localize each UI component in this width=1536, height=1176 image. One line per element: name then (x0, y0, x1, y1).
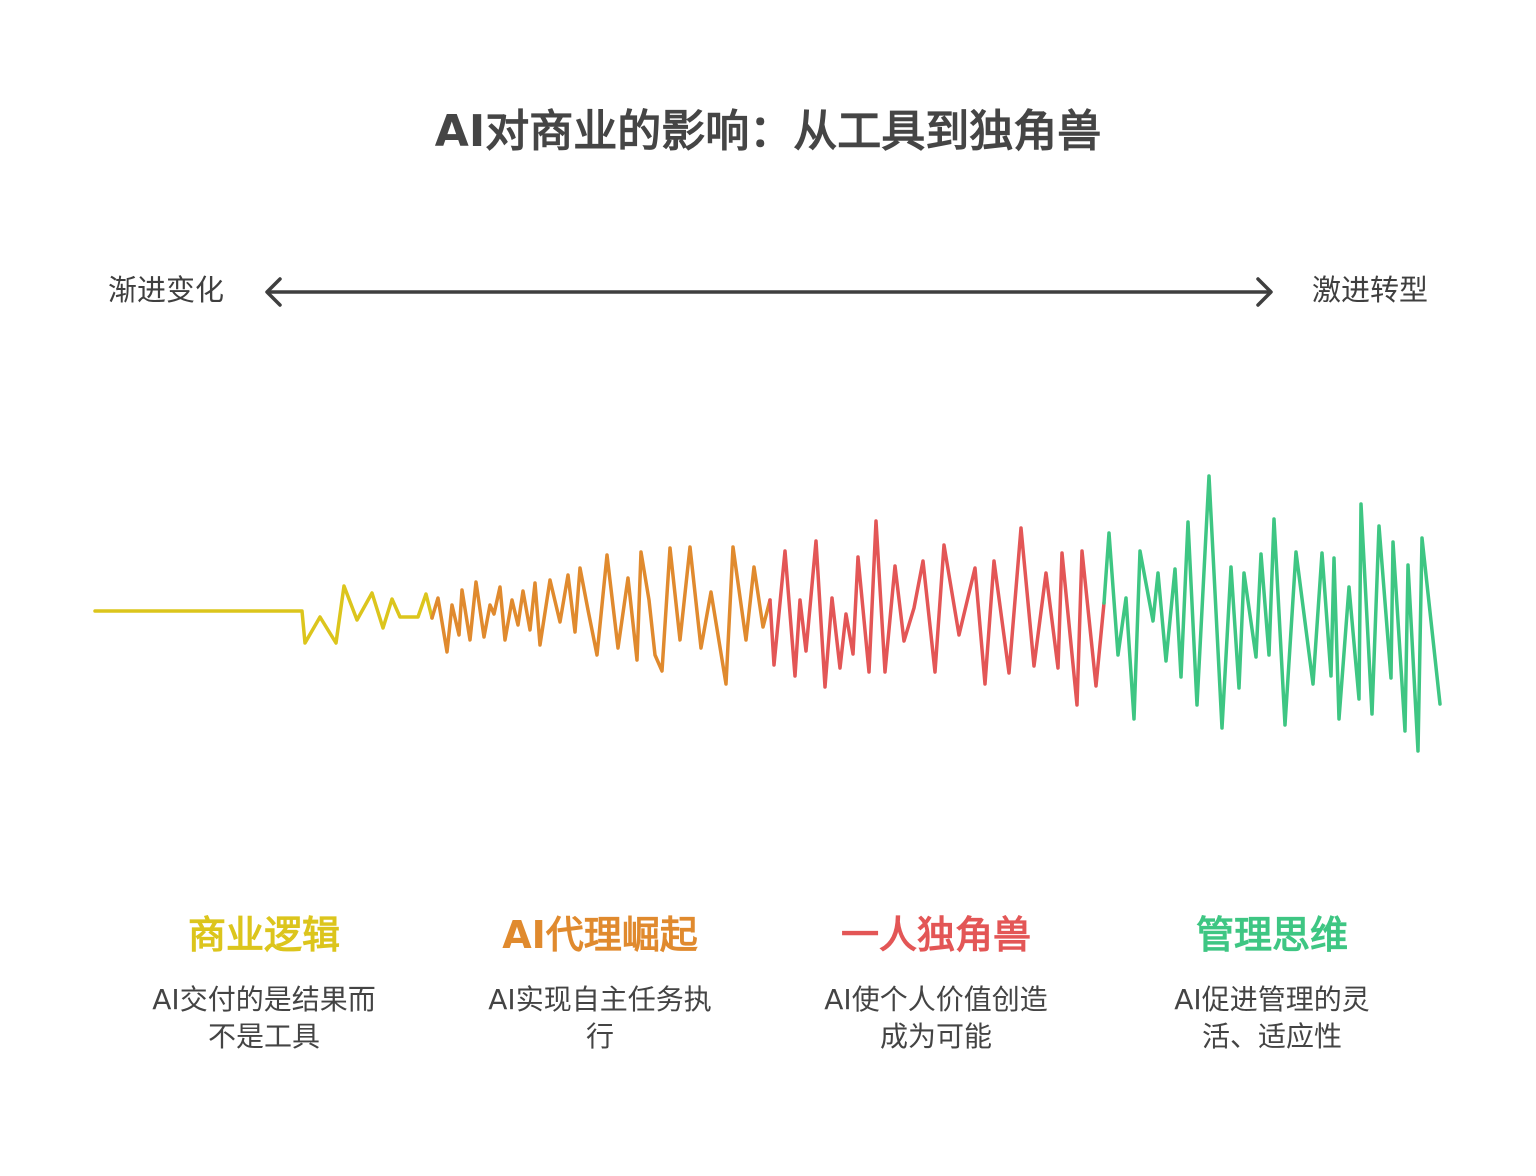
wave-segment-4 (1102, 474, 1442, 753)
phase-description: AI实现自主任务执行 (488, 983, 712, 1053)
axis-left-label: 渐进变化 (108, 273, 225, 307)
phase-description: AI促进管理的灵活、适应性 (1174, 983, 1370, 1053)
waveform (93, 474, 1442, 753)
wave-segment-3 (768, 519, 1106, 707)
phase-title: 一人独角兽 (840, 913, 1031, 957)
phase-management-thinking: 管理思维 AI促进管理的灵活、适应性 (1112, 905, 1432, 1055)
axis-right-label: 激进转型 (1311, 273, 1428, 307)
double-arrow (265, 277, 1273, 307)
wave-segment-2 (430, 545, 772, 686)
phase-business-logic: 商业逻辑 AI交付的是结果而不是工具 (104, 905, 424, 1055)
arrow-right-head-icon (1256, 277, 1273, 307)
page-title: AI对商业的影响：从工具到独角兽 (434, 106, 1102, 157)
wave-segment-1 (93, 584, 434, 645)
phase-title: 管理思维 (1195, 913, 1348, 957)
phase-ai-agents: AI代理崛起 AI实现自主任务执行 (440, 905, 760, 1055)
arrow-left-head-icon (265, 277, 282, 307)
phase-title: 商业逻辑 (187, 913, 340, 957)
phase-description: AI使个人价值创造成为可能 (824, 983, 1048, 1053)
phase-title: AI代理崛起 (502, 913, 698, 957)
phase-one-person-unicorn: 一人独角兽 AI使个人价值创造成为可能 (776, 905, 1096, 1055)
phase-description: AI交付的是结果而不是工具 (152, 983, 376, 1053)
